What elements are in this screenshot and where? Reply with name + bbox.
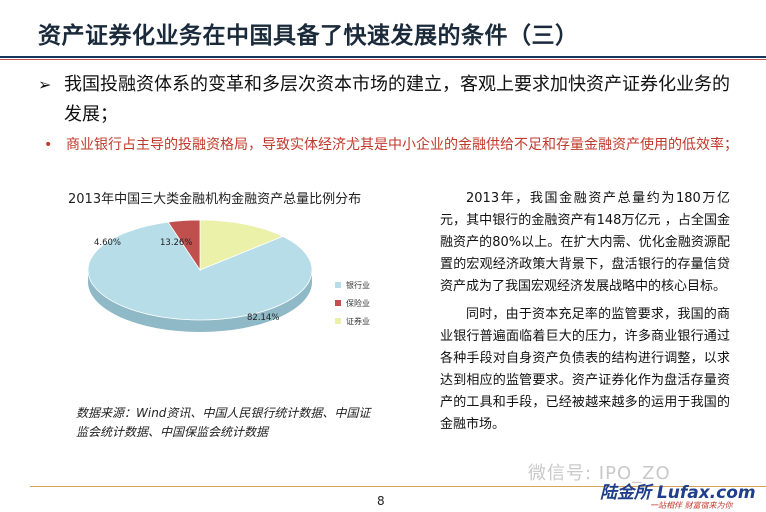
label-bank: 82.14%: [247, 313, 280, 323]
paragraph-1: 2013年，我国金融资产总量约为180万亿元，其中银行的金融资产有148万亿元 …: [440, 191, 730, 294]
pie-slice-insurance: [167, 219, 201, 272]
page-number: 8: [377, 494, 385, 508]
title-rule: [0, 56, 766, 58]
legend-swatch-insurance: [335, 300, 341, 306]
pie-chart: [87, 219, 313, 332]
bullet-main-text: 我国投融资体系的变革和多层次资本市场的建立，客观上要求加快资产证券化业务的发展；: [64, 74, 730, 125]
data-source-note: 数据来源：Wind资讯、中国人民银行统计数据、中国证监会统计数据、中国保监会统计…: [76, 406, 371, 439]
legend-item-insurance: 保险业: [335, 294, 370, 312]
label-insurance: 4.60%: [94, 238, 122, 248]
legend-label-bank: 银行业: [346, 280, 370, 290]
wechat-watermark: 微信号: IPO_ZO: [528, 463, 671, 484]
legend-label-insurance: 保险业: [346, 298, 370, 308]
chart-title: 2013年中国三大类金融机构金融资产总量比例分布: [68, 192, 362, 207]
bullet-main: ➢ 我国投融资体系的变革和多层次资本市场的建立，客观上要求加快资产证券化业务的发…: [38, 70, 738, 130]
dot-bullet-icon: •: [44, 137, 53, 153]
bullet-sub: • 商业银行占主导的投融资格局，导致实体经济尤其是中小企业的金融供给不足和存量金…: [44, 134, 744, 156]
chart-legend: 银行业 保险业 证券业: [335, 276, 370, 330]
footer-rule: [30, 486, 766, 487]
legend-item-bank: 银行业: [335, 276, 370, 294]
bullet-sub-text: 商业银行占主导的投融资格局，导致实体经济尤其是中小企业的金融供给不足和存量金融资…: [66, 137, 738, 153]
paragraph-2: 同时，由于资本充足率的监管要求，我国的商业银行普遍面临着巨大的压力，许多商业银行…: [440, 307, 730, 432]
title-rule-accent: [0, 59, 766, 60]
slide-title: 资产证券化业务在中国具备了快速发展的条件（三）: [38, 23, 579, 49]
right-text-block: 2013年，我国金融资产总量约为180万亿元，其中银行的金融资产有148万亿元 …: [440, 188, 730, 442]
legend-label-securities: 证券业: [346, 316, 370, 326]
pie-slice-bank: [87, 221, 313, 321]
pie-slice-bank-side: [88, 270, 312, 332]
pie-slice-securities: [199, 219, 284, 271]
logo: 陆金所 Lufax.com: [600, 483, 756, 503]
label-securities: 13.26%: [160, 238, 193, 248]
logo-slogan: 一站相伴 财富宿来为你: [650, 501, 733, 510]
legend-swatch-bank: [335, 282, 341, 288]
arrow-bullet-icon: ➢: [38, 75, 52, 94]
legend-swatch-securities: [335, 318, 341, 324]
legend-item-securities: 证券业: [335, 312, 370, 330]
